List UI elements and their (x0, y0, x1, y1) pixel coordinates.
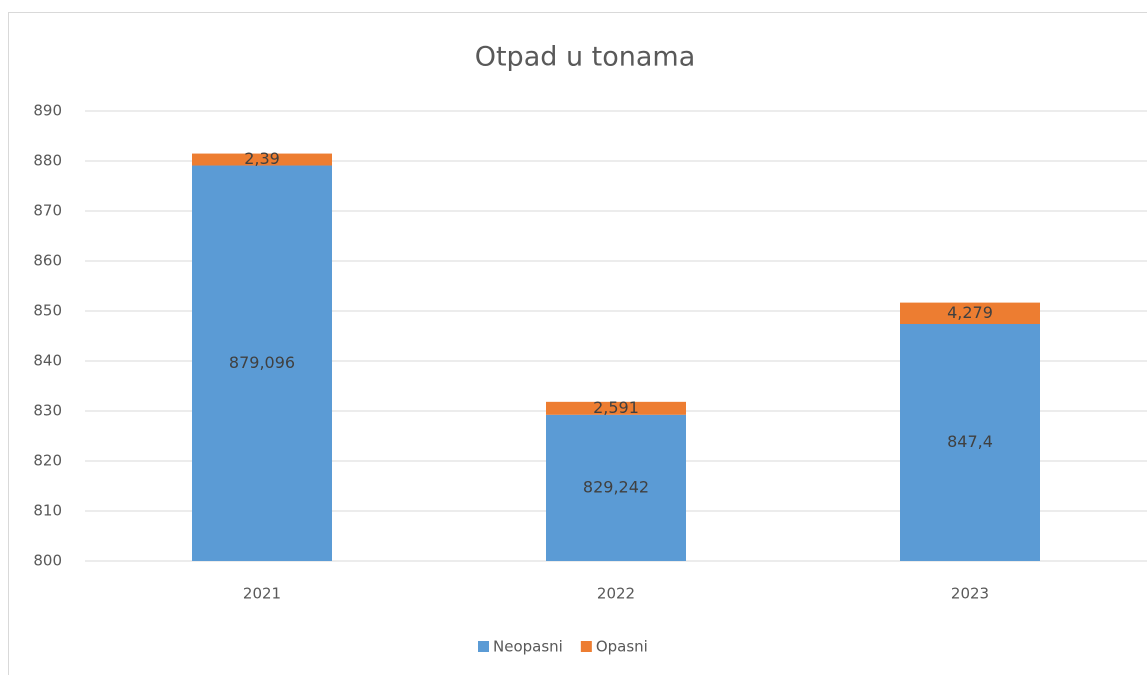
data-label: 879,096 (229, 353, 295, 372)
y-tick-label: 810 (33, 502, 62, 520)
y-tick-label: 830 (33, 402, 62, 420)
y-tick-label: 850 (33, 302, 62, 320)
bar-segment (546, 401, 686, 415)
y-tick-label: 890 (33, 102, 62, 120)
x-tick-label: 2022 (597, 585, 635, 603)
legend-label: Opasni (596, 638, 648, 656)
bar-segment (192, 165, 332, 561)
bar-segment (900, 324, 1040, 561)
y-tick-label: 880 (33, 152, 62, 170)
x-tick-label: 2021 (243, 585, 281, 603)
data-label: 4,279 (947, 303, 993, 322)
data-label: 2,591 (593, 398, 639, 417)
x-tick-label: 2023 (951, 585, 989, 603)
y-tick-label: 870 (33, 202, 62, 220)
y-tick-label: 860 (33, 252, 62, 270)
legend-label: Neopasni (493, 638, 563, 656)
data-label: 829,242 (583, 477, 649, 496)
y-tick-label: 840 (33, 352, 62, 370)
data-label: 2,39 (244, 149, 280, 168)
legend-swatch (580, 641, 592, 652)
bar-segment (900, 302, 1040, 324)
data-label: 847,4 (947, 432, 993, 451)
bar-segment (546, 414, 686, 561)
y-tick-label: 800 (33, 552, 62, 570)
chart-title: Otpad u tonama (475, 42, 696, 73)
y-tick-label: 820 (33, 452, 62, 470)
bar-segment (192, 153, 332, 166)
legend-swatch (478, 641, 489, 652)
